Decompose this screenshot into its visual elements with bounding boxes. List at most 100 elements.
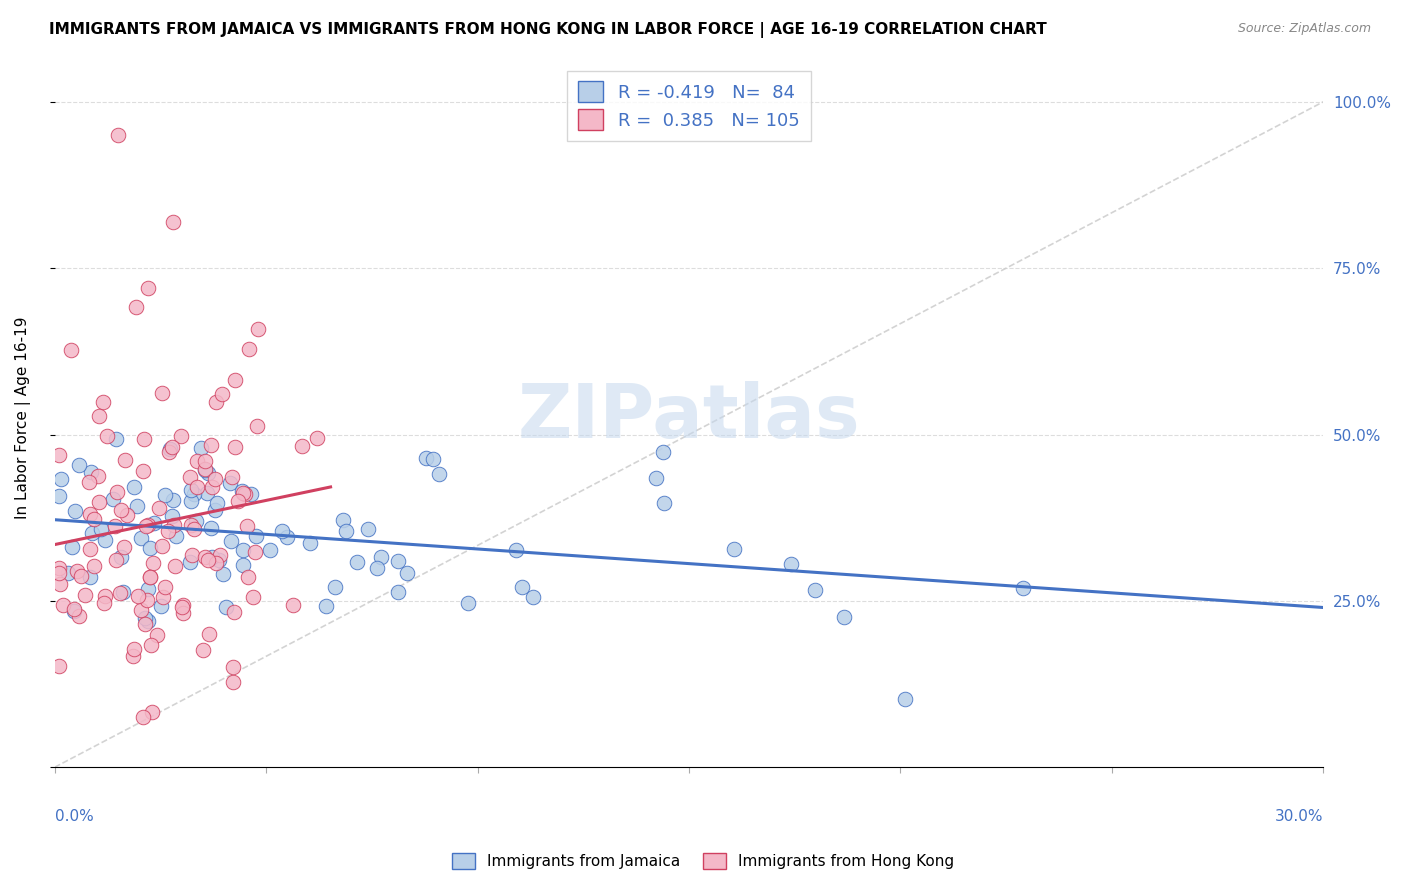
Point [346, 555, 368, 569]
Point [48, 561, 70, 575]
Point [245, 529, 267, 543]
Point [644, 471, 666, 485]
Point [197, 466, 219, 480]
Point [142, 556, 165, 570]
Point [180, 548, 202, 562]
Point [107, 128, 129, 142]
Point [236, 570, 259, 584]
Point [49, 472, 72, 486]
Point [276, 530, 298, 544]
Point [200, 438, 222, 452]
Legend: R = -0.419   N=  84, R =  0.385   N= 105: R = -0.419 N= 84, R = 0.385 N= 105 [568, 70, 810, 141]
Point [115, 508, 138, 522]
Point [89, 522, 111, 536]
Y-axis label: In Labor Force | Age 16-19: In Labor Force | Age 16-19 [15, 317, 31, 519]
Point [110, 549, 132, 564]
Point [224, 605, 246, 619]
Point [246, 419, 269, 434]
Point [104, 553, 127, 567]
Point [323, 580, 346, 594]
Point [122, 480, 145, 494]
Point [197, 627, 219, 641]
Point [135, 518, 157, 533]
Point [194, 463, 217, 477]
Point [121, 649, 143, 664]
Point [180, 494, 202, 508]
Point [153, 580, 176, 594]
Point [112, 541, 135, 555]
Legend: Immigrants from Jamaica, Immigrants from Hong Kong: Immigrants from Jamaica, Immigrants from… [446, 847, 960, 875]
Point [505, 542, 527, 557]
Point [184, 514, 207, 528]
Point [224, 440, 246, 454]
Point [652, 444, 675, 458]
Point [141, 705, 163, 719]
Point [160, 508, 183, 523]
Point [48, 448, 70, 462]
Point [104, 432, 127, 446]
Point [205, 496, 228, 510]
Point [236, 518, 259, 533]
Point [201, 549, 224, 564]
Point [723, 542, 745, 557]
Point [122, 642, 145, 657]
Point [134, 617, 156, 632]
Point [93, 596, 115, 610]
Point [315, 599, 337, 613]
Point [163, 558, 186, 573]
Point [87, 468, 110, 483]
Point [387, 584, 409, 599]
Point [204, 502, 226, 516]
Text: 0.0%: 0.0% [55, 809, 93, 824]
Point [427, 467, 450, 481]
Point [332, 512, 354, 526]
Point [457, 596, 479, 610]
Point [111, 585, 134, 599]
Point [219, 476, 242, 491]
Point [510, 580, 533, 594]
Point [156, 524, 179, 538]
Point [136, 582, 159, 597]
Point [222, 674, 245, 689]
Point [165, 529, 187, 543]
Text: 30.0%: 30.0% [1275, 809, 1323, 824]
Point [186, 481, 208, 495]
Point [242, 590, 264, 604]
Point [209, 548, 232, 562]
Point [136, 518, 159, 533]
Point [197, 552, 219, 566]
Point [179, 470, 201, 484]
Point [281, 598, 304, 612]
Text: IMMIGRANTS FROM JAMAICA VS IMMIGRANTS FROM HONG KONG IN LABOR FORCE | AGE 16-19 : IMMIGRANTS FROM JAMAICA VS IMMIGRANTS FR… [49, 22, 1047, 38]
Point [190, 441, 212, 455]
Point [271, 524, 294, 539]
Point [48, 576, 70, 591]
Point [129, 532, 152, 546]
Point [204, 472, 226, 486]
Point [143, 516, 166, 530]
Point [80, 525, 103, 540]
Point [125, 499, 148, 513]
Point [291, 439, 314, 453]
Point [243, 544, 266, 558]
Point [180, 483, 202, 497]
Point [91, 394, 114, 409]
Point [148, 501, 170, 516]
Point [163, 518, 186, 533]
Point [62, 604, 84, 618]
Point [205, 556, 228, 570]
Point [183, 522, 205, 536]
Point [96, 428, 118, 442]
Point [52, 598, 75, 612]
Point [48, 566, 70, 580]
Point [170, 600, 193, 615]
Point [307, 431, 329, 445]
Point [104, 519, 127, 533]
Point [67, 608, 90, 623]
Point [804, 583, 827, 598]
Point [134, 611, 156, 625]
Point [157, 445, 180, 459]
Point [83, 512, 105, 526]
Text: Source: ZipAtlas.com: Source: ZipAtlas.com [1237, 22, 1371, 36]
Point [150, 386, 173, 401]
